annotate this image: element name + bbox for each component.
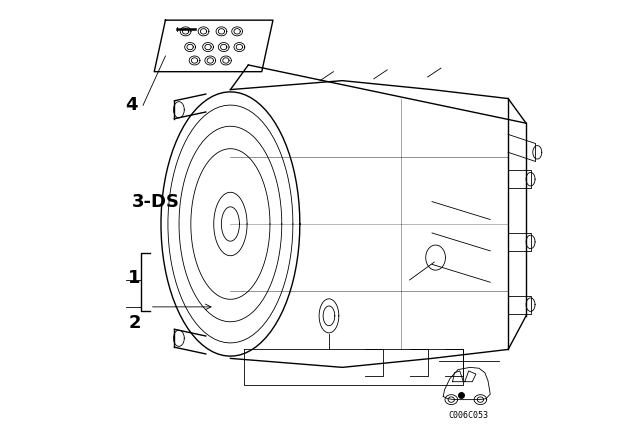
Text: 1: 1 bbox=[128, 269, 141, 287]
Text: 4: 4 bbox=[125, 96, 138, 114]
Text: 2: 2 bbox=[128, 314, 141, 332]
Text: 3-DS: 3-DS bbox=[132, 193, 180, 211]
Text: C006C053: C006C053 bbox=[449, 411, 489, 420]
